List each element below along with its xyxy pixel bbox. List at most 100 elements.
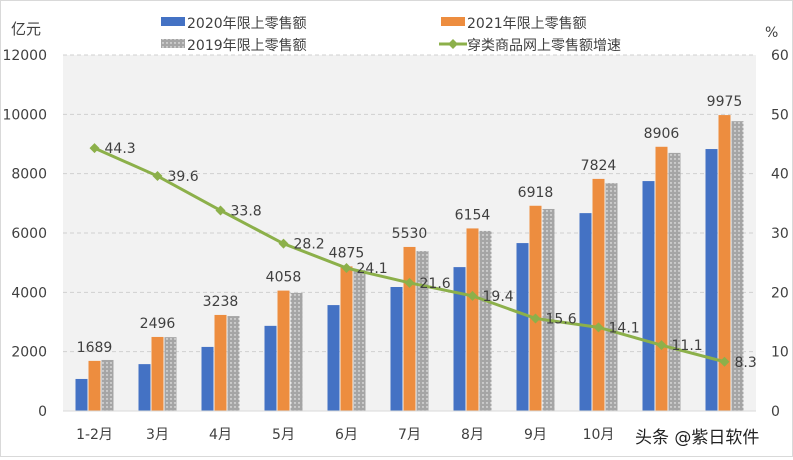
bar-2019 — [731, 121, 744, 411]
bar-2021 — [655, 146, 668, 411]
x-tick-label: 5月 — [272, 427, 295, 443]
bar-2020 — [201, 346, 214, 411]
growth-point — [341, 263, 352, 274]
bar-2020 — [75, 378, 88, 411]
bar-2020 — [327, 305, 340, 411]
bar-2021 — [403, 246, 416, 411]
line-data-label: 33.8 — [231, 203, 262, 219]
legend-label: 2020年限上零售额 — [187, 16, 307, 32]
y-right-tick-label: 20 — [771, 285, 789, 301]
bar-2021 — [592, 178, 605, 411]
bar-data-label: 6918 — [518, 185, 554, 201]
x-tick-label: 7月 — [398, 427, 421, 443]
y-right-tick-label: 40 — [771, 167, 789, 183]
line-data-label: 44.3 — [105, 141, 136, 157]
growth-point — [278, 238, 289, 249]
legend-label: 2019年限上零售额 — [187, 38, 307, 54]
growth-point — [719, 356, 730, 367]
line-data-label: 21.6 — [420, 276, 451, 292]
bar-2019 — [479, 230, 492, 411]
bar-data-label: 6154 — [455, 207, 491, 223]
bar-data-label: 8906 — [644, 126, 680, 142]
bar-2019 — [101, 359, 114, 411]
bar-data-label: 4058 — [266, 270, 302, 286]
bar-2019 — [605, 183, 618, 411]
bar-2021 — [214, 314, 227, 411]
line-data-label: 19.4 — [483, 289, 514, 305]
legend-label: 穿类商品网上零售额增速 — [467, 38, 621, 54]
y-left-tick-label: 6000 — [11, 226, 47, 242]
bar-2021 — [88, 360, 101, 411]
bar-data-label: 4875 — [329, 245, 365, 261]
bar-2021 — [718, 115, 731, 411]
y-left-tick-label: 0 — [38, 404, 47, 420]
bar-2019 — [542, 208, 555, 411]
legend-swatch — [161, 17, 185, 26]
bar-2020 — [516, 243, 529, 411]
bar-2019 — [353, 270, 366, 411]
bar-2021 — [340, 266, 353, 411]
y-axis-left-label: 亿元 — [11, 20, 41, 38]
legend-swatch — [161, 39, 185, 48]
legend-marker — [448, 39, 458, 49]
x-tick-label: 4月 — [209, 427, 232, 443]
growth-point — [89, 143, 100, 154]
bar-data-label: 2496 — [140, 316, 176, 332]
bar-2021 — [277, 290, 290, 411]
growth-point — [656, 340, 667, 351]
y-left-tick-label: 8000 — [11, 167, 47, 183]
x-tick-label: 6月 — [335, 427, 358, 443]
bar-data-label: 9975 — [707, 94, 743, 110]
y-right-tick-label: 50 — [771, 107, 789, 123]
bar-2020 — [390, 286, 403, 411]
bar-2019 — [227, 316, 240, 411]
bar-data-label: 5530 — [392, 226, 428, 242]
line-data-label: 15.6 — [546, 311, 577, 327]
y-left-tick-label: 2000 — [11, 345, 47, 361]
growth-point — [530, 313, 541, 324]
y-left-tick-label: 12000 — [2, 48, 47, 64]
x-tick-label: 3月 — [146, 427, 169, 443]
bar-data-label: 1689 — [77, 340, 113, 356]
x-tick-label: 9月 — [524, 427, 547, 443]
bar-2020 — [264, 325, 277, 411]
bar-2020 — [579, 213, 592, 411]
bar-2021 — [151, 336, 164, 411]
y-right-tick-label: 60 — [771, 48, 789, 64]
line-data-label: 24.1 — [357, 261, 388, 277]
line-data-label: 8.3 — [735, 355, 757, 371]
bar-2020 — [642, 181, 655, 411]
y-left-tick-label: 4000 — [11, 285, 47, 301]
bar-2020 — [453, 267, 466, 411]
bar-2019 — [164, 337, 177, 411]
watermark: 头条 @紫日软件 — [635, 428, 759, 448]
y-right-tick-label: 0 — [771, 404, 780, 420]
legend-swatch — [441, 17, 465, 26]
line-data-label: 14.1 — [609, 320, 640, 336]
line-data-label: 28.2 — [294, 237, 325, 253]
growth-point — [404, 277, 415, 288]
bar-2019 — [668, 152, 681, 411]
x-tick-label: 1-2月 — [76, 427, 113, 443]
growth-point — [593, 322, 604, 333]
bar-2020 — [705, 149, 718, 411]
bar-2021 — [466, 228, 479, 411]
y-left-tick-label: 10000 — [2, 107, 47, 123]
legend-label: 2021年限上零售额 — [467, 16, 587, 32]
bar-2020 — [138, 364, 151, 411]
y-right-tick-label: 30 — [771, 226, 789, 242]
bar-2019 — [416, 251, 429, 411]
growth-point — [215, 205, 226, 216]
growth-point — [467, 290, 478, 301]
bar-2021 — [529, 205, 542, 411]
x-tick-label: 10月 — [583, 427, 615, 443]
y-axis-right-label: % — [765, 25, 778, 41]
line-data-label: 11.1 — [672, 338, 703, 354]
x-tick-label: 8月 — [461, 427, 484, 443]
bar-2019 — [290, 292, 303, 411]
bar-data-label: 7824 — [581, 158, 617, 174]
bar-data-label: 3238 — [203, 294, 239, 310]
line-data-label: 39.6 — [168, 169, 199, 185]
